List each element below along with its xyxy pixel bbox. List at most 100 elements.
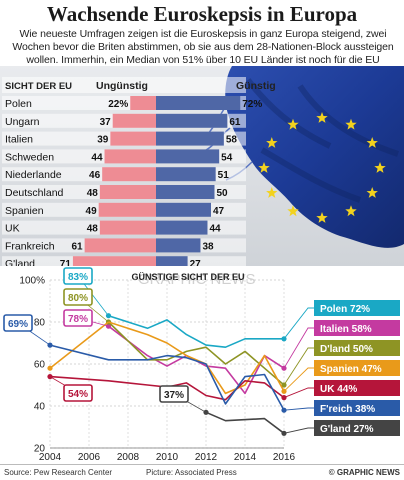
x-tick-label: 2012 <box>195 452 218 463</box>
bar-row: Ungarn 37 61 <box>2 113 246 128</box>
country-label: Spanien <box>5 205 44 217</box>
favorable-header: Günstig <box>236 80 276 92</box>
bar-row: Schweden 44 54 <box>2 149 246 164</box>
favorable-bar <box>156 167 216 182</box>
country-label: Schweden <box>5 151 54 163</box>
series-line-deutschland <box>107 321 285 386</box>
start-label-box <box>63 384 93 402</box>
start-label-text: 80% <box>68 293 88 304</box>
end-label-box <box>314 380 400 396</box>
watermark: GRAPHIC NEWS <box>138 271 256 288</box>
start-label-box <box>3 314 33 332</box>
bar-row: Deutschland 48 50 <box>2 185 246 199</box>
start-label-text: 54% <box>68 389 88 400</box>
x-tick-label: 2010 <box>156 452 179 463</box>
unfavorable-bar <box>99 185 156 199</box>
country-label: Deutschland <box>5 187 64 199</box>
unfavorable-bar <box>98 202 156 217</box>
country-label: Niederlande <box>5 169 62 181</box>
unfavorable-value: 39 <box>97 135 109 146</box>
star-icon <box>316 212 328 223</box>
x-tick-label: 2008 <box>117 452 140 463</box>
end-label-text: F'reich 38% <box>320 404 375 415</box>
start-label-box <box>63 267 93 285</box>
star-icon <box>316 112 328 123</box>
bar-row: Italien 39 58 <box>2 131 246 146</box>
unfavorable-value: 22% <box>108 99 128 110</box>
end-label-text: Polen 72% <box>320 304 370 315</box>
start-label-text: 83% <box>68 272 88 283</box>
start-labels: 83% 78% 80% 54% 69% 37% <box>3 267 207 413</box>
start-label-text: 69% <box>8 319 28 330</box>
star-icon <box>258 162 270 173</box>
favorable-value: 61 <box>229 117 241 128</box>
unfavorable-value: 48 <box>87 188 99 199</box>
line-chart: GRAPHIC NEWS GÜNSTIGE SICHT DER EU 20 40 6… <box>0 266 404 466</box>
gridlines <box>49 279 285 449</box>
country-label: UK <box>5 223 20 235</box>
unfavorable-value: 37 <box>100 117 112 128</box>
charts: SICHT DER EU Ungünstig Günstig Polen 22% 7… <box>0 77 404 466</box>
line-chart-title: GÜNSTIGE SICHT DER EU <box>131 272 244 282</box>
unfavorable-bar <box>112 113 156 128</box>
end-label-text: G'land 27% <box>320 424 374 435</box>
y-tick-label: 40 <box>34 402 46 413</box>
end-label-text: UK 44% <box>320 384 357 395</box>
end-label-box <box>314 300 400 316</box>
unfavorable-bar <box>102 167 156 182</box>
end-label-box <box>314 320 400 336</box>
unfavorable-value: 46 <box>89 170 101 181</box>
unfavorable-bar <box>104 149 156 164</box>
x-tick-label: 2016 <box>273 452 296 463</box>
end-label-text: D'land 50% <box>320 344 373 355</box>
favorable-value: 50 <box>217 188 229 199</box>
country-label: Frankreich <box>5 240 55 252</box>
end-label-leader <box>283 407 314 411</box>
series-line-spanien <box>49 321 285 395</box>
start-label-text: 37% <box>164 390 184 401</box>
star-icon <box>287 118 299 130</box>
star-icon <box>366 187 378 198</box>
favorable-bar <box>156 96 241 110</box>
x-axis-ticks: 2004 2006 2008 2010 2012 2014 2016 <box>39 452 296 463</box>
bar-row: Polen 22% 72% <box>2 96 262 110</box>
x-tick-label: 2006 <box>78 452 101 463</box>
favorable-value: 27 <box>190 259 202 270</box>
source-credit: Source: Pew Research Center <box>4 468 113 477</box>
page-title: Wachsende Euroskepsis in Europa <box>46 2 358 26</box>
favorable-value: 51 <box>218 170 230 181</box>
end-label-box <box>314 340 400 356</box>
bar-rows: Polen 22% 72% Ungarn 37 61 Italien 39 58 Schweden… <box>2 96 262 271</box>
bar-row: Niederlande 46 51 <box>2 167 246 182</box>
bar-row: Frankreich 61 38 <box>2 238 246 253</box>
star-icon <box>345 118 357 130</box>
star-icon <box>366 137 378 148</box>
series-line-frankreich <box>49 344 285 411</box>
star-icon <box>374 162 386 173</box>
flag-stars <box>258 112 386 223</box>
y-tick-label: 20 <box>34 444 46 455</box>
unfavorable-value: 71 <box>60 259 72 270</box>
end-label-box <box>314 400 400 416</box>
country-label: Italien <box>5 134 33 146</box>
country-label: Ungarn <box>5 116 40 128</box>
star-icon <box>266 137 278 148</box>
unfavorable-bar <box>84 238 156 253</box>
favorable-value: 44 <box>209 224 221 235</box>
favorable-bar <box>156 202 211 217</box>
favorable-bar <box>156 220 208 235</box>
bar-row: UK 48 44 <box>2 220 246 235</box>
x-tick-label: 2014 <box>234 452 257 463</box>
unfavorable-value: 49 <box>86 206 98 217</box>
copyright: © GRAPHIC NEWS <box>328 468 400 477</box>
end-label-box <box>314 360 400 376</box>
x-tick-label: 2004 <box>39 452 62 463</box>
end-label-box <box>314 420 400 436</box>
flag-folds <box>245 78 399 203</box>
favorable-value: 58 <box>226 135 238 146</box>
start-label-box <box>159 385 189 403</box>
favorable-bar <box>156 185 215 199</box>
favorable-bar <box>156 238 201 253</box>
star-icon <box>266 187 278 198</box>
